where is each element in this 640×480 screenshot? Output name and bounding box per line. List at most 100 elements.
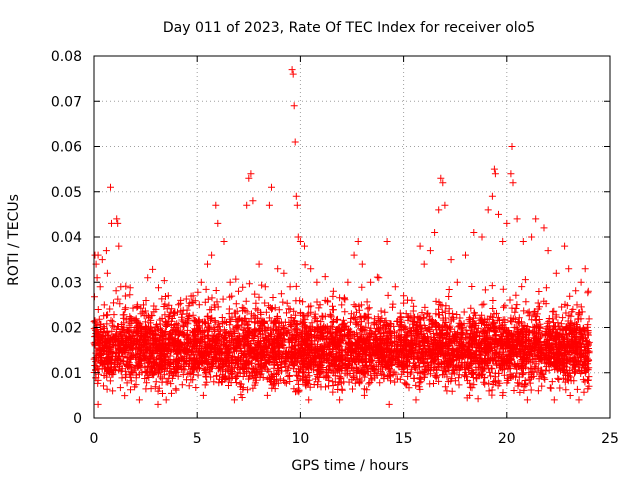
data-point [392,370,400,378]
data-point [372,369,380,377]
data-point [225,375,233,383]
data-point [366,379,374,386]
data-point [274,379,282,387]
data-point [528,316,536,324]
data-point [384,291,392,299]
data-point [210,378,218,386]
data-point [160,277,168,285]
data-point [376,379,384,387]
data-point [285,305,293,313]
data-point [104,311,112,319]
data-point [454,323,462,331]
data-point [367,371,375,379]
data-point [363,386,371,394]
data-point [322,383,329,391]
data-point [451,377,459,385]
data-point [121,392,129,400]
data-point [155,284,162,292]
data-point [206,324,214,332]
data-point [535,375,543,383]
data-point [265,367,273,375]
chart-title: Day 011 of 2023, Rate Of TEC Index for r… [163,20,535,36]
data-point [500,303,507,311]
data-point [188,298,196,306]
data-point [562,386,570,394]
data-point [487,372,495,380]
data-point [268,304,276,312]
data-point [441,383,449,391]
data-point [157,354,165,362]
data-point [555,376,563,383]
data-point [453,311,461,318]
data-point [295,380,302,388]
data-point [501,302,509,310]
data-point [449,310,457,318]
data-point [91,362,99,369]
data-point [262,308,270,316]
data-point [212,287,220,294]
data-point [410,374,418,382]
data-point [585,373,593,381]
data-point [389,303,396,311]
data-point [418,309,426,317]
data-point [480,300,488,308]
data-point [435,377,443,385]
data-point [522,341,530,349]
data-point [91,317,99,325]
data-point [175,301,183,309]
data-point [232,275,240,283]
data-point [168,389,175,397]
data-point [143,379,151,387]
data-point [349,385,356,393]
data-point [195,323,203,331]
data-point [145,374,153,381]
data-point [172,386,180,394]
data-point [178,381,186,389]
data-point [103,385,111,393]
data-point [280,325,288,332]
data-point [568,321,576,329]
data-point [467,304,475,312]
data-point [281,378,289,386]
data-point [129,304,137,312]
data-point [412,381,420,389]
data-point [263,366,271,374]
data-point [559,314,567,322]
data-point [200,318,208,326]
data-points [90,66,593,408]
data-point [393,332,401,340]
data-point [275,306,283,314]
data-point [277,290,285,298]
data-point [516,388,524,396]
data-point [201,381,209,389]
data-point [566,292,574,300]
data-point [520,307,528,315]
data-point [496,353,504,361]
data-point [525,369,533,377]
data-point [481,286,489,294]
data-point [325,376,333,384]
data-point [534,299,542,307]
data-point [127,355,135,363]
data-point [529,328,537,336]
data-point [330,306,337,314]
data-point [486,368,494,376]
data-point [142,385,150,393]
data-point [127,377,135,385]
data-point [321,273,329,281]
data-point [316,301,324,309]
data-point [384,373,392,380]
data-point [132,371,140,379]
data-point [410,302,418,310]
data-point [327,322,335,330]
data-point [584,377,591,384]
data-point [126,291,134,299]
data-point [502,341,510,349]
data-point [421,303,429,311]
data-point [511,308,519,316]
data-point [522,381,530,389]
data-point [261,299,269,307]
data-point [578,331,586,339]
data-point [196,364,203,372]
data-point [485,379,493,387]
